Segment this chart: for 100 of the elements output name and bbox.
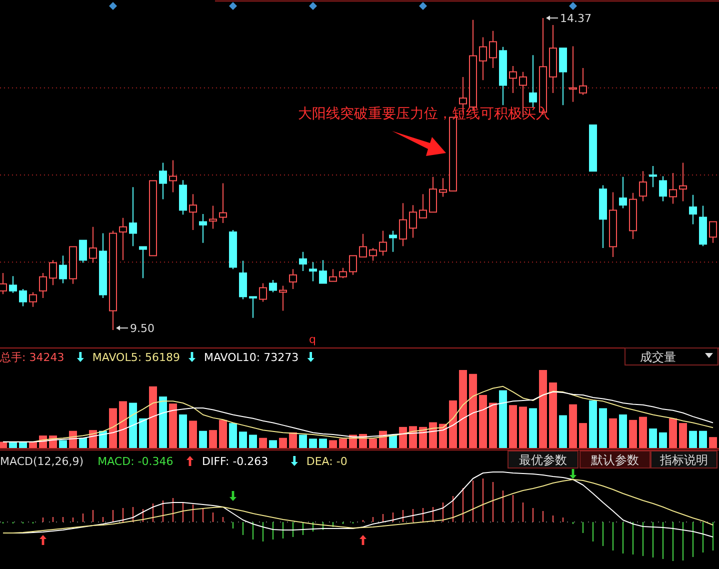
bar (579, 423, 587, 448)
candlestick (219, 182, 227, 224)
bar (259, 438, 267, 448)
bar (129, 402, 137, 448)
bar (569, 404, 577, 448)
candlestick (509, 66, 517, 94)
candlestick (269, 280, 277, 293)
bar (0, 442, 7, 448)
bar (619, 414, 627, 448)
bar (59, 440, 67, 448)
candlestick (329, 268, 337, 282)
bar (679, 423, 687, 448)
bar (559, 415, 567, 448)
bar (309, 438, 317, 448)
bar (339, 438, 347, 448)
bar (189, 420, 197, 448)
candlestick (239, 260, 247, 300)
candlestick (649, 165, 657, 188)
text: 成交量 (640, 350, 676, 364)
candlestick (419, 194, 427, 218)
candlestick (89, 226, 97, 264)
candlestick (559, 48, 567, 106)
bar (139, 418, 147, 448)
candlestick (129, 186, 137, 247)
bar (639, 416, 647, 448)
bar (79, 438, 87, 448)
bar (489, 402, 497, 448)
annotation: 大阳线突破重要压力位，短线可积极买入 (298, 106, 550, 122)
candlestick (379, 230, 387, 256)
candlestick (489, 30, 497, 68)
candlestick (169, 160, 177, 193)
bar (159, 396, 167, 448)
bar (299, 434, 307, 448)
bar (599, 408, 607, 448)
candlestick (0, 272, 7, 295)
text: MAVOL10: 73273 (204, 351, 299, 364)
candlestick (669, 172, 677, 204)
bar (629, 420, 637, 448)
candlestick (319, 260, 327, 284)
bar (289, 432, 297, 448)
bar (199, 430, 207, 448)
candlestick (9, 276, 17, 294)
candlestick (399, 202, 407, 247)
bar (239, 432, 247, 448)
bar (209, 430, 217, 448)
candlestick (59, 255, 67, 284)
legend-label: 总手: 34243 (0, 351, 64, 364)
candlestick (159, 162, 167, 200)
bar (499, 390, 507, 448)
bar (329, 440, 337, 448)
bar (249, 434, 257, 448)
candlestick (369, 247, 377, 262)
bar (479, 394, 487, 448)
text: MAVOL5: 56189 (92, 351, 180, 364)
bar (549, 382, 557, 448)
candlestick (679, 162, 687, 202)
candlestick (479, 36, 487, 81)
bar (469, 374, 477, 448)
candlestick (409, 204, 417, 238)
candlestick (339, 267, 347, 279)
bar (649, 428, 657, 448)
candlestick (439, 178, 447, 198)
candlestick (29, 292, 37, 308)
text: 指标说明 (659, 453, 708, 467)
candlestick (49, 260, 57, 286)
candlestick (579, 67, 587, 96)
bar (169, 404, 177, 448)
bar (449, 400, 457, 448)
bar (419, 426, 427, 448)
candlestick (569, 46, 577, 102)
annotation: 14.37 (560, 12, 592, 25)
bar (529, 408, 537, 448)
bar (369, 438, 377, 448)
bar (659, 432, 667, 448)
bar (229, 423, 237, 448)
bar (699, 430, 707, 448)
text: DIFF: -0.263 (202, 455, 268, 468)
candlestick (529, 54, 537, 108)
text: DEA: -0 (306, 455, 348, 468)
bar (669, 418, 677, 448)
bar (509, 405, 517, 448)
bar (689, 430, 697, 448)
candlestick (309, 262, 317, 282)
bar (459, 370, 467, 448)
text: q (309, 333, 316, 346)
candlestick (209, 205, 217, 230)
candlestick (639, 170, 647, 202)
bar (149, 386, 157, 448)
candlestick (189, 194, 197, 231)
candlestick (659, 176, 667, 202)
candlestick (389, 230, 397, 252)
candlestick (289, 268, 297, 290)
bar (119, 401, 127, 448)
candlestick (139, 246, 147, 279)
candlestick (249, 296, 257, 318)
bar (109, 408, 117, 448)
text: MACD: -0.346 (98, 455, 174, 468)
candlestick (79, 240, 87, 264)
candlestick (709, 221, 717, 244)
candlestick (689, 194, 697, 225)
